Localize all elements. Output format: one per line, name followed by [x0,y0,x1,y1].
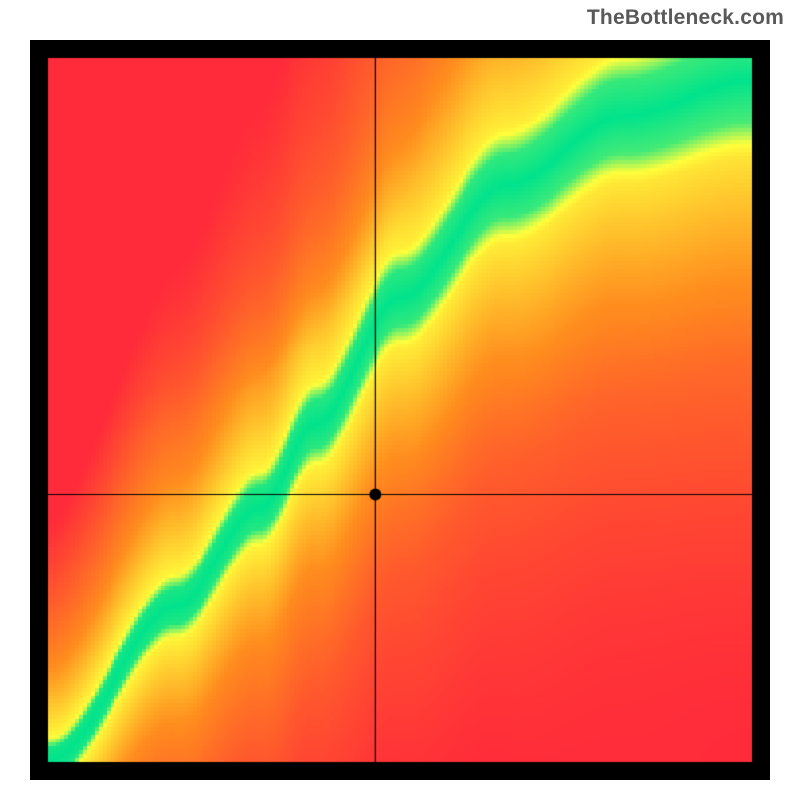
plot-frame [30,40,770,780]
chart-container: TheBottleneck.com [0,0,800,800]
attribution-text: TheBottleneck.com [587,6,784,30]
heatmap-canvas [30,40,770,780]
